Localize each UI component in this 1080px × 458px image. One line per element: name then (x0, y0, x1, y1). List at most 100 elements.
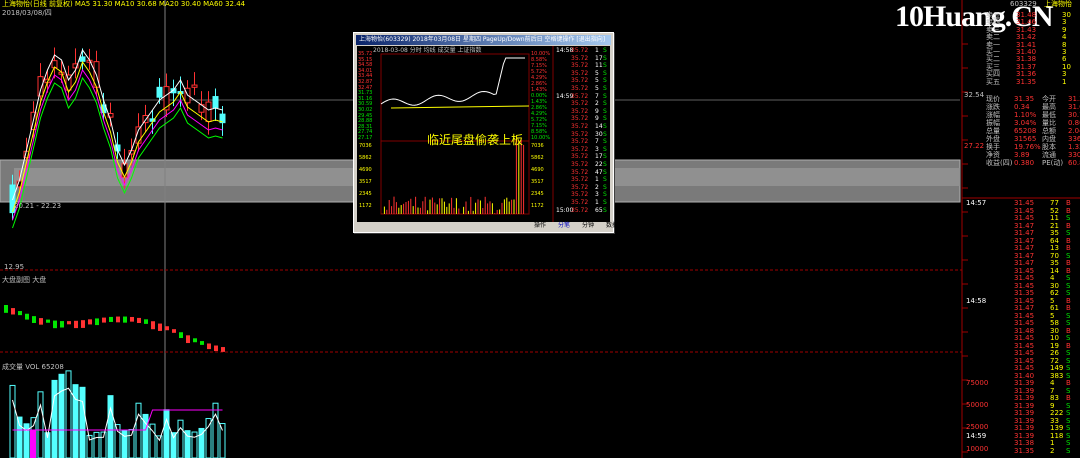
book-price: 31.38 (1016, 55, 1037, 64)
chart-header: 上海物怡(日线 前复权) MA5 31.30 MA10 30.68 MA20 3… (2, 0, 246, 8)
book-label: 买五 (986, 77, 1000, 86)
trade-side: S (603, 199, 607, 206)
volume-bar (128, 428, 135, 458)
trade-volume: 5 (595, 69, 599, 77)
book-volume: 30 (1062, 11, 1071, 19)
trade-side: S (603, 153, 607, 161)
stat: 19.76% (1014, 143, 1041, 151)
trade-price: 31.45 (1014, 341, 1035, 350)
volume-bar (65, 370, 72, 458)
pct-label: 4.29% (531, 111, 547, 117)
stat: 总量 (986, 127, 1000, 135)
popup-titlebar: 上海物怡(603329) 2018年03月08日 星期四 PageUp/Down… (356, 35, 611, 45)
tab[interactable]: 分钟 (582, 222, 595, 229)
trade-volume: 5 (595, 77, 599, 85)
indicator-candle (179, 332, 183, 339)
book-price: 31.42 (1016, 33, 1037, 42)
indicator-candle (11, 308, 15, 315)
book-volume: 3 (1062, 18, 1067, 27)
indicator-candle (67, 321, 71, 325)
volume-label: 7036 (359, 143, 372, 149)
trade-price: 31.39 (1014, 409, 1035, 417)
volume-bar (135, 402, 142, 458)
trade-price: 31.45 (1014, 349, 1035, 357)
price-label: 35.15 (358, 56, 373, 63)
indicator-candle (221, 347, 225, 352)
volume-bar (163, 409, 170, 458)
book-volume: 10 (1062, 62, 1071, 71)
book-price: 31.40 (1016, 48, 1037, 56)
trade-price: 31.35 (1014, 289, 1035, 297)
volume-label: 1172 (359, 203, 372, 209)
trade-side: S (603, 85, 607, 92)
indicator-candle (74, 320, 78, 329)
pct-label: 4.29% (531, 75, 547, 81)
book-volume: 9 (1062, 25, 1067, 34)
average-line (390, 105, 530, 109)
trade-price: 31.39 (1014, 386, 1035, 395)
volume-bar (149, 423, 156, 458)
pct-label: 2.86% (531, 105, 547, 111)
price-label: 32.87 (358, 79, 373, 85)
trade-side: S (1066, 311, 1071, 320)
candle (65, 74, 72, 91)
trade-price: 35.72 (571, 168, 589, 176)
trade-price: 31.45 (1014, 199, 1035, 207)
trade-price: 31.45 (1014, 214, 1035, 222)
book-label: 卖四 (986, 18, 1000, 27)
book-price: 31.43 (1016, 25, 1037, 34)
volume-label: 2345 (531, 191, 544, 197)
indicator-candle (46, 319, 50, 323)
indicator-candle (158, 323, 162, 331)
trade-volume: 222 (1050, 409, 1064, 417)
volume-ma (12, 387, 223, 442)
trade-side: B (1066, 236, 1071, 245)
volume-bar (142, 413, 149, 458)
volume-bar (184, 430, 191, 458)
indicator-candle (200, 341, 204, 345)
trade-volume: 5 (595, 85, 599, 92)
trade-side: B (1066, 266, 1071, 275)
volume-axis-label: 50000 (966, 401, 989, 409)
book-price: 31.48 (1016, 11, 1037, 19)
popup-window[interactable]: 上海物怡(603329) 2018年03月08日 星期四 PageUp/Down… (353, 32, 618, 233)
trade-price: 31.47 (1014, 259, 1035, 267)
trade-volume: 1 (595, 176, 599, 184)
pct-label: 1.43% (531, 99, 547, 105)
indicator-candle (88, 319, 92, 325)
trade-price: 31.45 (1014, 319, 1035, 327)
trade-price: 31.48 (1014, 326, 1035, 335)
indicator-candle (137, 317, 141, 324)
volume-bar (23, 423, 30, 458)
stat: 1.32亿 (1068, 143, 1080, 151)
stat: 2.04亿 (1068, 127, 1080, 135)
trade-price: 35.72 (571, 183, 589, 191)
price-label: 27.74 (358, 129, 373, 136)
trade-price: 35.72 (571, 100, 589, 108)
trade-side: S (1066, 251, 1071, 260)
trade-volume: 30 (595, 130, 603, 138)
indicator-candle (32, 316, 36, 323)
trade-price: 31.45 (1014, 266, 1035, 275)
trade-price: 31.39 (1014, 379, 1035, 387)
trade-side: S (1066, 431, 1071, 440)
pct-label: 2.86% (531, 81, 547, 87)
stat: 最低 (1042, 111, 1056, 119)
trade-volume: 26 (1050, 349, 1059, 357)
trade-side: S (1066, 349, 1071, 357)
trade-side: S (603, 176, 607, 184)
candle (72, 63, 79, 69)
trade-volume: 4 (1050, 274, 1055, 282)
tab[interactable]: 操作 (534, 222, 547, 229)
tab[interactable]: 分笔 (558, 222, 571, 229)
trade-price: 35.72 (571, 123, 589, 130)
trade-volume: 1 (1050, 439, 1055, 447)
trade-price: 31.35 (1014, 446, 1035, 455)
volume-bar (30, 430, 36, 458)
trade-price: 31.47 (1014, 229, 1035, 237)
tab[interactable]: 数据 (606, 222, 619, 229)
trade-price: 31.40 (1014, 371, 1035, 380)
pct-label: 8.58% (531, 57, 547, 63)
trade-volume: 7 (1050, 386, 1055, 395)
stat: 31.30 (1068, 95, 1080, 103)
